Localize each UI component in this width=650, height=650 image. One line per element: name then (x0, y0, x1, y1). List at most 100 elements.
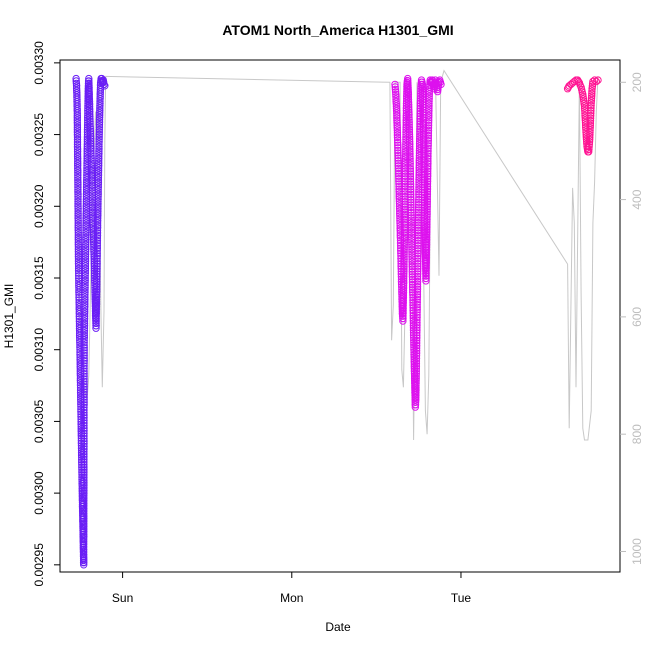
data-point (73, 130, 82, 139)
data-point (73, 145, 82, 154)
data-point (73, 148, 82, 156)
data-point (80, 437, 88, 445)
secondary-series-line (74, 69, 599, 441)
data-point (424, 162, 432, 170)
data-point (405, 121, 413, 129)
data-point (412, 367, 420, 375)
data-point (405, 103, 413, 111)
data-point (414, 242, 422, 250)
data-point (74, 212, 82, 220)
data-point (413, 285, 422, 293)
data-point (95, 130, 103, 139)
data-point (94, 169, 103, 177)
data-point (74, 214, 82, 222)
data-point (73, 128, 82, 136)
data-point (412, 372, 420, 380)
data-point (394, 151, 402, 160)
data-point (415, 156, 423, 165)
data-point (400, 260, 408, 268)
data-point (412, 374, 420, 383)
data-point (412, 386, 420, 394)
data-point (82, 226, 90, 234)
data-point (425, 102, 433, 110)
data-point (413, 275, 422, 283)
data-point (85, 100, 94, 109)
y-tick-label: 0.00320 (32, 184, 46, 228)
data-point (74, 221, 82, 230)
data-point (95, 159, 103, 168)
data-point (419, 126, 428, 134)
data-point (423, 208, 431, 216)
data-point (587, 96, 596, 105)
data-point (93, 254, 101, 263)
data-point (95, 135, 103, 144)
data-point (424, 152, 432, 160)
data-point (94, 176, 103, 184)
data-point (92, 314, 100, 323)
data-point (94, 164, 103, 172)
data-point (407, 203, 415, 212)
data-point (92, 310, 101, 318)
data-point (399, 281, 408, 290)
data-point (393, 124, 401, 132)
data-point (400, 228, 409, 237)
data-point (586, 119, 595, 127)
y-tick-label: 0.00300 (32, 471, 46, 515)
data-point (80, 331, 89, 340)
data-point (413, 293, 422, 301)
data-point (406, 142, 414, 151)
data-point (92, 319, 100, 328)
x-tick-label: Mon (280, 591, 303, 605)
data-point (394, 154, 402, 162)
data-point (586, 128, 594, 137)
data-point (81, 264, 90, 273)
data-point (396, 214, 404, 223)
data-point (80, 411, 88, 419)
data-point (94, 197, 102, 206)
data-point (399, 314, 407, 323)
data-point (81, 295, 89, 304)
data-point (405, 108, 413, 117)
data-point (74, 257, 83, 265)
data-point (404, 88, 412, 96)
data-point (589, 77, 597, 86)
data-point (412, 362, 421, 370)
data-point (88, 196, 97, 204)
data-point (81, 271, 89, 280)
data-point (423, 175, 432, 183)
data-point (424, 131, 433, 140)
data-point (592, 77, 600, 86)
data-point (413, 329, 421, 337)
data-point (405, 113, 413, 122)
data-point (74, 224, 82, 232)
data-point (94, 212, 102, 220)
data-point (399, 291, 408, 299)
data-point (93, 288, 101, 296)
data-point (413, 334, 421, 342)
data-point (423, 205, 431, 213)
data-point (585, 138, 594, 146)
data-point (74, 238, 83, 246)
data-point (400, 243, 408, 251)
data-point (82, 214, 90, 222)
data-point (80, 357, 88, 365)
data-point (92, 290, 101, 299)
data-point (93, 221, 102, 230)
data-point (96, 97, 104, 105)
data-point (418, 83, 427, 91)
data-point (424, 119, 433, 127)
data-point (72, 84, 81, 92)
data-point (400, 274, 408, 283)
data-point (87, 152, 95, 160)
data-point (85, 95, 94, 104)
data-point (86, 115, 94, 123)
data-point (83, 157, 91, 165)
data-point (81, 288, 89, 296)
data-point (80, 414, 88, 422)
data-point (404, 93, 413, 101)
data-point (80, 354, 88, 362)
data-point (80, 367, 88, 375)
data-point (74, 226, 82, 234)
data-point (413, 283, 422, 291)
data-point (393, 133, 402, 142)
